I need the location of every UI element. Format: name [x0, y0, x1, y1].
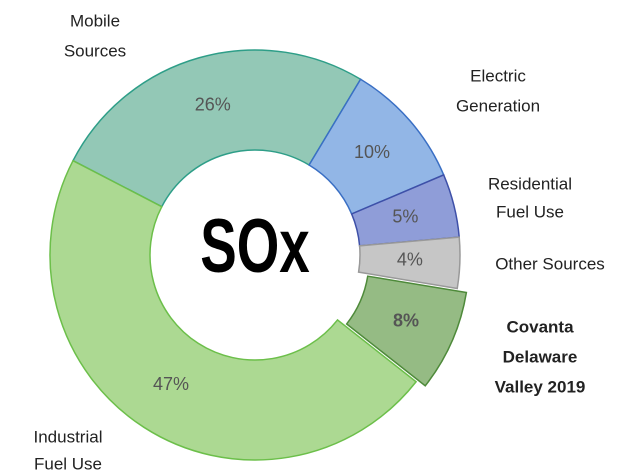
category-label: Valley 2019	[495, 377, 586, 396]
center-label: SOx	[200, 204, 310, 289]
donut-slice	[357, 236, 461, 290]
category-label: Sources	[64, 41, 126, 60]
category-label: Covanta	[506, 317, 574, 336]
category-label: Industrial	[34, 427, 103, 446]
category-label: Fuel Use	[34, 454, 102, 473]
category-label: Generation	[456, 96, 540, 115]
category-label: Delaware	[503, 347, 578, 366]
category-label: Residential	[488, 174, 572, 193]
donut-slice	[345, 275, 468, 387]
donut-slice	[71, 49, 362, 208]
value-label: 8%	[393, 310, 419, 330]
category-label: Mobile	[70, 11, 120, 30]
value-label: 10%	[354, 142, 390, 162]
value-label: 4%	[397, 250, 423, 270]
value-label: 5%	[392, 206, 418, 226]
slices	[49, 49, 468, 461]
value-label: 26%	[195, 95, 231, 115]
category-label: Other Sources	[495, 254, 605, 273]
value-label: 47%	[153, 374, 189, 394]
category-label: Electric	[470, 66, 526, 85]
donut-slice	[49, 159, 418, 461]
category-label: Fuel Use	[496, 202, 564, 221]
